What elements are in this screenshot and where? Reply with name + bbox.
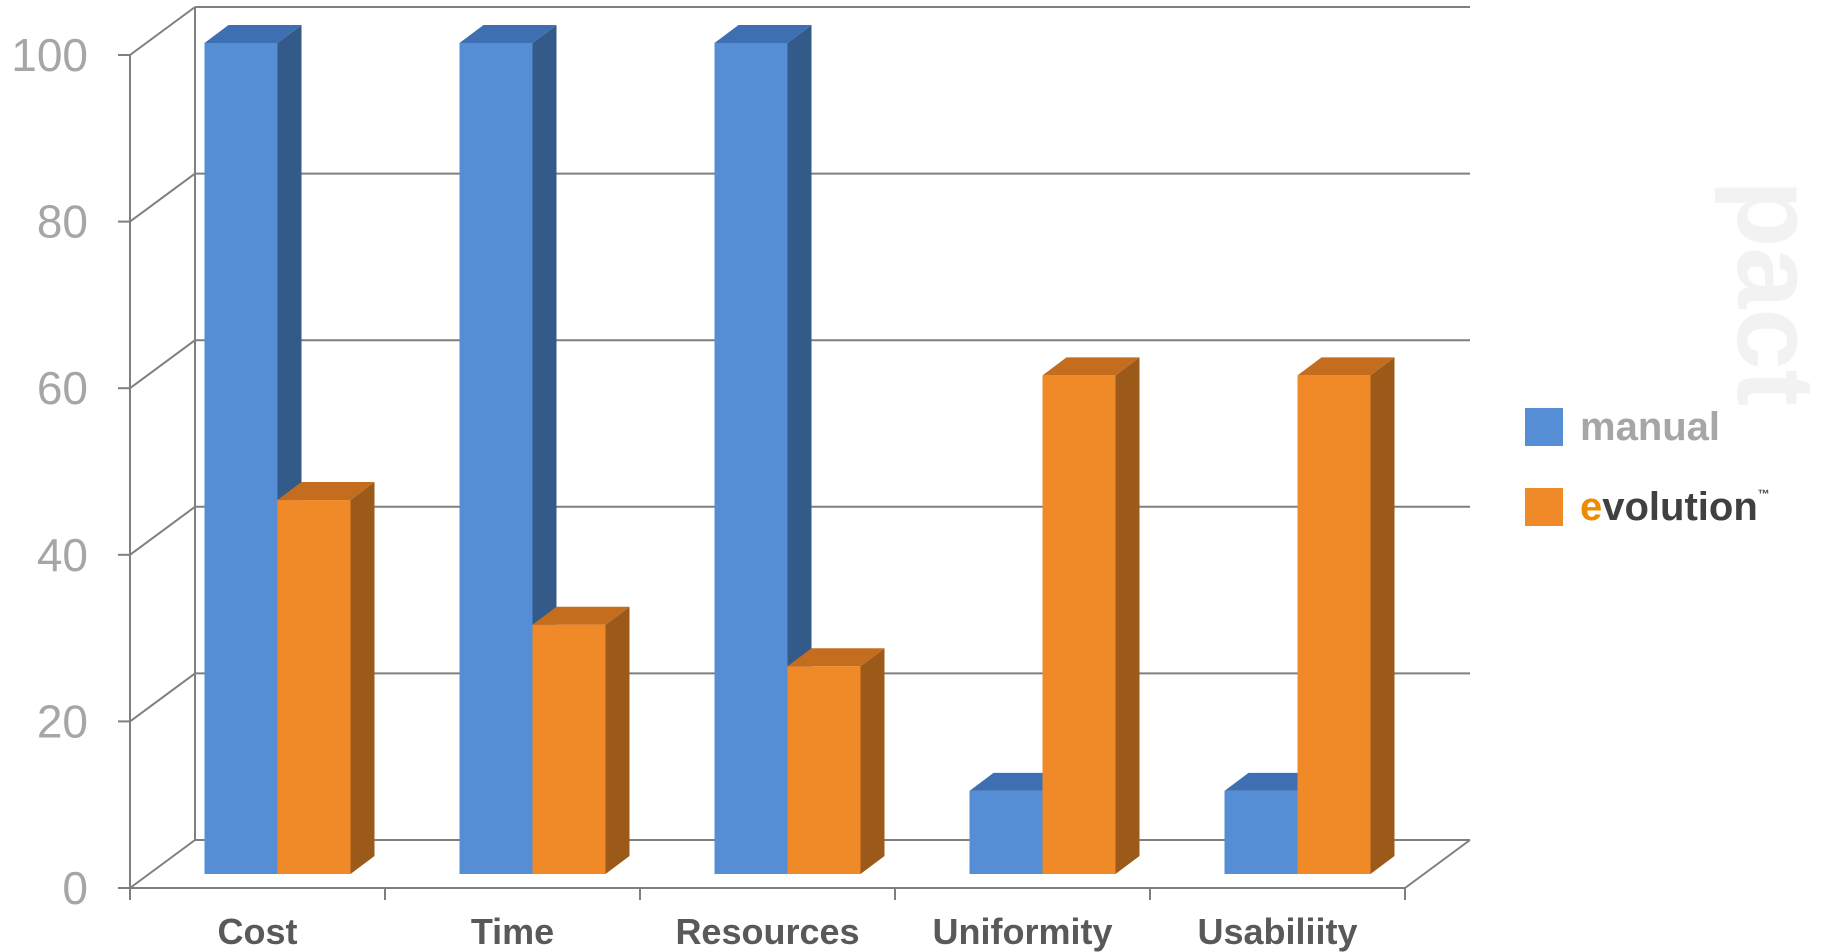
bar-evolution-usabiliity-front bbox=[1297, 375, 1371, 874]
y-tick-label: 100 bbox=[11, 29, 88, 81]
category-label-cost: Cost bbox=[218, 911, 298, 952]
legend-label-manual: manual bbox=[1580, 405, 1720, 449]
y-tick-label: 0 bbox=[62, 862, 88, 914]
gridline-diagonal bbox=[129, 6, 196, 56]
gridline-diagonal bbox=[129, 172, 196, 223]
category-label-resources: Resources bbox=[675, 911, 859, 952]
bar-manual-resources-top bbox=[714, 25, 812, 43]
legend-trademark: ™ bbox=[1758, 487, 1770, 501]
bar-evolution-cost-side bbox=[350, 482, 375, 874]
bar-evolution-resources-top bbox=[787, 648, 885, 667]
category-labels: Cost Time Resources Uniformity Usabiliity bbox=[218, 911, 1358, 952]
bar-evolution-time-side bbox=[605, 606, 630, 874]
y-tick-label: 40 bbox=[37, 529, 88, 581]
bar-evolution-time-top bbox=[532, 606, 630, 625]
bar-evolution-uniformity bbox=[1042, 357, 1140, 874]
legend-evolution-rest: volution bbox=[1602, 485, 1758, 529]
legend-swatch-evolution bbox=[1525, 488, 1563, 526]
legend-evolution-e: e bbox=[1580, 485, 1602, 529]
bar-evolution-cost bbox=[277, 482, 375, 874]
y-tick-label: 80 bbox=[37, 196, 88, 248]
watermark: pact bbox=[1714, 180, 1825, 406]
gridline-diagonal bbox=[129, 505, 196, 556]
legend: manual evolution™ bbox=[1525, 405, 1770, 529]
bar-manual-resources bbox=[714, 25, 812, 874]
bar-evolution-resources-side bbox=[860, 648, 885, 874]
category-label-usabiliity: Usabiliity bbox=[1197, 911, 1357, 952]
watermark-text: pact bbox=[1714, 180, 1825, 406]
bar-evolution-cost-top bbox=[277, 482, 375, 501]
bar-evolution-resources-front bbox=[787, 666, 861, 874]
y-tick-label: 60 bbox=[37, 362, 88, 414]
bar-manual-cost-front bbox=[204, 43, 278, 874]
bars bbox=[204, 25, 1395, 874]
bar-manual-usabiliity-front bbox=[1224, 790, 1298, 874]
bar-evolution-usabiliity bbox=[1297, 357, 1395, 874]
bar-evolution-usabiliity-side bbox=[1370, 357, 1395, 874]
floor-right-edge bbox=[1404, 839, 1471, 889]
bar-evolution-time bbox=[532, 606, 630, 874]
gridline-diagonal bbox=[129, 839, 196, 889]
bar-manual-resources-front bbox=[714, 43, 788, 874]
bar-manual-cost bbox=[204, 25, 302, 874]
bar-manual-time-top bbox=[459, 25, 557, 43]
bar-manual-time-front bbox=[459, 43, 533, 874]
legend-label-evolution: evolution™ bbox=[1580, 485, 1770, 529]
bar-evolution-time-front bbox=[532, 624, 606, 874]
bar-evolution-usabiliity-top bbox=[1297, 357, 1395, 376]
legend-swatch-manual bbox=[1525, 408, 1563, 446]
category-label-uniformity: Uniformity bbox=[933, 911, 1113, 952]
bar-manual-cost-top bbox=[204, 25, 302, 43]
bar-manual-uniformity-top bbox=[969, 772, 1067, 791]
gridline-diagonal bbox=[129, 339, 196, 390]
bar-manual-uniformity-front bbox=[969, 790, 1043, 874]
bar-manual-usabiliity-top bbox=[1224, 772, 1322, 791]
category-label-time: Time bbox=[471, 911, 554, 952]
bar-evolution-cost-front bbox=[277, 500, 351, 874]
bar-evolution-uniformity-top bbox=[1042, 357, 1140, 376]
y-axis-ticks: 0 20 40 60 80 100 bbox=[11, 29, 88, 914]
x-axis bbox=[129, 887, 1406, 900]
gridline-diagonal bbox=[129, 672, 196, 723]
bar-evolution-uniformity-side bbox=[1115, 357, 1140, 874]
bar-evolution-resources bbox=[787, 648, 885, 874]
bar-evolution-uniformity-front bbox=[1042, 375, 1116, 874]
y-tick-label: 20 bbox=[37, 695, 88, 747]
